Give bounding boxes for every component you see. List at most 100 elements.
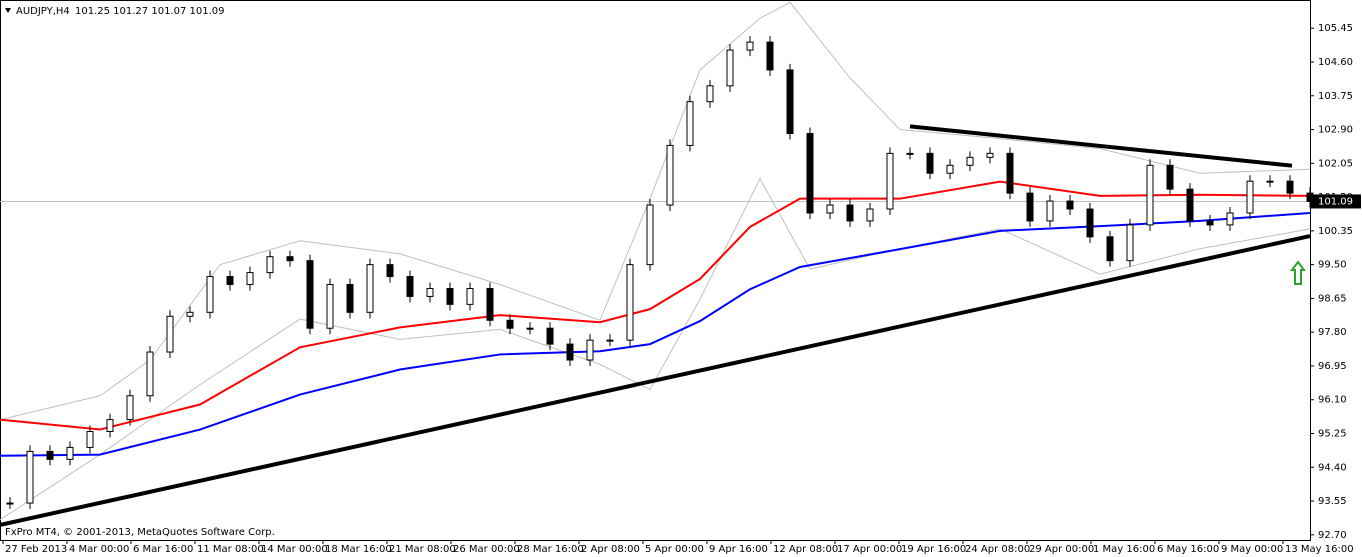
candle-body [1126,224,1134,262]
x-tick-label: 17 Apr 00:00 [837,544,902,555]
y-tick-label: 105.45 [1318,23,1353,34]
y-tick-label: 103.75 [1318,91,1353,102]
candle-body [386,264,394,278]
candle-body [226,276,234,286]
x-tick-label: 19 Apr 16:00 [901,544,966,555]
last-price-label: 101.09 [1318,196,1353,207]
candle-body [666,144,674,206]
quote: 101.25 101.27 101.07 101.09 [75,6,225,17]
candle-body [186,311,194,317]
candle-body [206,276,214,313]
candle-body [1066,200,1074,210]
candle-body [866,208,874,222]
x-tick-label: 2 Apr 08:00 [581,544,640,555]
x-tick-label: 29 Apr 00:00 [1029,544,1094,555]
candle-body [966,156,974,166]
x-tick-label: 26 Mar 00:00 [453,544,520,555]
candle-body [566,343,574,361]
candle-body [1206,220,1214,226]
candle-body [1046,200,1054,222]
candle-body [446,287,454,305]
y-tick-label: 97.80 [1318,327,1347,338]
candle-body [466,287,474,305]
menu-arrow [5,8,11,13]
candle-body [1086,208,1094,238]
y-tick-label: 99.50 [1318,260,1347,271]
y-tick-label: 98.65 [1318,293,1347,304]
candle-body [1146,164,1154,226]
y-tick-label: 104.60 [1318,57,1353,68]
x-tick-label: 6 Mar 16:00 [133,544,193,555]
y-tick-label: 92.70 [1318,530,1347,541]
candle-body [506,319,514,329]
indicator-line [0,211,1311,457]
candle-body [166,315,174,353]
candle-body [706,85,714,103]
candle-body [846,204,854,222]
candle-body [726,49,734,87]
up-arrow [1290,260,1306,285]
x-tick-label: 9 Apr 16:00 [709,544,768,555]
candle-body [86,431,94,448]
candle-body [686,101,694,146]
marks [0,1,1314,527]
y-tick-label: 95.25 [1318,429,1347,440]
candle-body [766,41,774,71]
y-tick-label: 100.35 [1318,226,1353,237]
candle-body [1106,236,1114,262]
candle-body [786,69,794,135]
y-tick-label: 102.90 [1318,125,1353,136]
candle-body [366,264,374,313]
x-tick-label: 5 Apr 00:00 [645,544,704,555]
candle-body [986,152,994,158]
y-tick-label: 93.55 [1318,496,1347,507]
x-tick-label: 11 Mar 08:00 [197,544,264,555]
candle-body [946,164,954,174]
candle-body [306,260,314,329]
candle-body [1286,180,1294,194]
candle-body [886,152,894,210]
footer: FxPro MT4, © 2001-2013, MetaQuotes Softw… [5,527,275,538]
indicator-line [909,124,1293,168]
candle-body [826,204,834,214]
candle-body [426,287,434,297]
candle-body [26,450,34,504]
y-tick-label: 96.95 [1318,361,1347,372]
candle-body [1026,192,1034,222]
candle-body [1266,180,1274,183]
y-tick-label: 94.40 [1318,462,1347,473]
x-tick-label: 27 Feb 2013 [5,544,67,555]
candle-body [486,287,494,321]
x-tick-label: 1 May 16:00 [1093,544,1155,555]
x-tick-label: 24 Apr 08:00 [965,544,1030,555]
x-tick-label: 18 Mar 16:00 [325,544,392,555]
x-tick-label: 14 Mar 00:00 [261,544,328,555]
candle-body [126,395,134,421]
candle-body [606,339,614,342]
candle-body [906,152,914,155]
candle-body [526,327,534,330]
candle-body [46,450,54,460]
x-tick-label: 21 Mar 08:00 [389,544,456,555]
x-tick-label: 13 May 16:00 [1285,544,1354,555]
y-tick-label: 102.05 [1318,158,1353,169]
x-tick-label: 12 Apr 08:00 [773,544,838,555]
candle-body [1166,164,1174,190]
candle-body [806,133,814,214]
candle-body [146,351,154,397]
indicator-line [0,180,1311,431]
candle-body [346,284,354,313]
candle-body [326,284,334,329]
candle-body [106,419,114,433]
x-tick-label: 28 Mar 16:00 [517,544,584,555]
x-tick-label: 4 Mar 00:00 [69,544,129,555]
candle-body [626,264,634,341]
last-price-box [1311,194,1361,209]
candle-body [926,152,934,174]
candle-body [246,272,254,286]
candle-body [586,339,594,361]
y-tick-label: 96.10 [1318,395,1347,406]
x-tick-label: 6 May 16:00 [1157,544,1219,555]
candle-body [646,204,654,266]
